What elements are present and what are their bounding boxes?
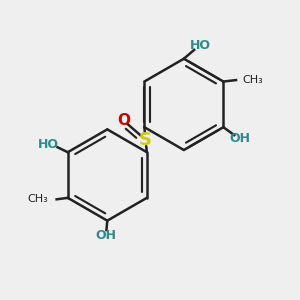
Text: HO: HO bbox=[38, 138, 59, 151]
Text: O: O bbox=[117, 113, 130, 128]
Text: S: S bbox=[139, 131, 152, 149]
Text: HO: HO bbox=[190, 39, 211, 52]
Text: OH: OH bbox=[95, 229, 116, 242]
Text: CH₃: CH₃ bbox=[27, 194, 48, 204]
Text: OH: OH bbox=[229, 133, 250, 146]
Text: CH₃: CH₃ bbox=[242, 75, 263, 85]
